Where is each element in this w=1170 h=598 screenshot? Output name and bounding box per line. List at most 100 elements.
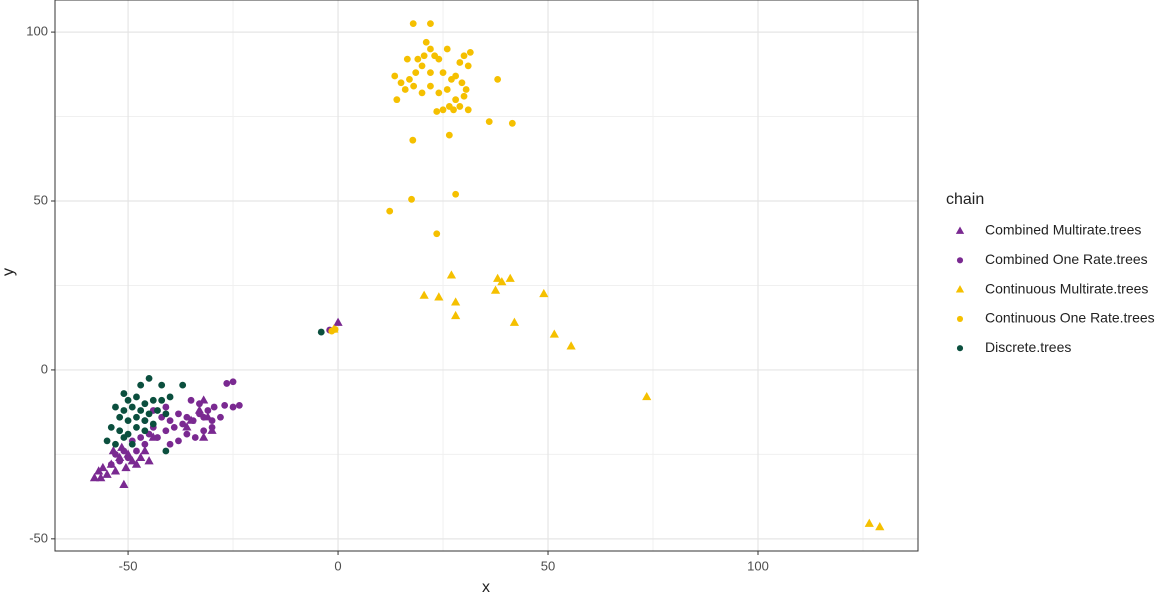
point	[141, 427, 149, 435]
point	[154, 434, 161, 441]
point	[420, 52, 428, 60]
point	[493, 273, 503, 282]
point	[141, 417, 149, 424]
x-tick-label: -50	[119, 558, 138, 573]
point	[418, 62, 426, 70]
point	[456, 59, 464, 66]
x-tick-label: 50	[541, 558, 555, 573]
point	[433, 230, 441, 238]
point	[419, 290, 429, 299]
plot-border	[54, 0, 919, 552]
point	[221, 401, 229, 409]
legend-label: Combined Multirate.trees	[985, 222, 1141, 238]
legend-marker	[956, 257, 964, 264]
point	[128, 440, 136, 448]
point	[439, 69, 447, 77]
point	[875, 522, 885, 531]
x-tick-label: 100	[747, 558, 769, 573]
point	[456, 103, 464, 110]
point	[566, 341, 576, 350]
legend-title: chain	[946, 191, 984, 208]
point	[464, 62, 472, 70]
x-axis-title: x	[482, 579, 490, 596]
point	[116, 413, 124, 421]
point	[162, 447, 170, 455]
point	[462, 86, 470, 93]
point	[435, 55, 443, 63]
point	[183, 413, 191, 421]
point	[497, 277, 507, 286]
point	[409, 136, 417, 144]
point	[141, 400, 149, 408]
point	[110, 466, 121, 475]
point	[229, 378, 237, 386]
point	[158, 381, 166, 389]
point	[133, 447, 140, 455]
point	[136, 452, 146, 461]
point	[124, 417, 132, 424]
point	[427, 45, 434, 53]
point	[166, 440, 174, 448]
point	[401, 86, 409, 93]
point	[397, 79, 405, 87]
point	[439, 106, 447, 114]
point	[485, 118, 493, 126]
point	[183, 430, 191, 438]
legend-label: Continuous Multirate.trees	[985, 280, 1148, 296]
point	[162, 403, 170, 411]
point	[149, 396, 157, 404]
y-axis-title: y	[0, 268, 17, 276]
point	[166, 393, 174, 401]
legend-marker	[956, 315, 964, 322]
x-tick-label: 0	[334, 558, 341, 573]
point	[120, 390, 128, 397]
point	[490, 285, 501, 294]
point	[158, 396, 166, 404]
point	[393, 96, 401, 104]
point	[408, 195, 415, 203]
point	[116, 427, 124, 435]
point	[124, 454, 132, 462]
point	[403, 55, 411, 63]
point	[120, 407, 128, 414]
point	[112, 440, 119, 448]
point	[187, 396, 195, 404]
point	[494, 75, 502, 83]
point	[418, 89, 426, 97]
point	[127, 456, 137, 465]
point	[458, 79, 466, 87]
point	[189, 417, 197, 424]
point	[179, 381, 187, 389]
point	[107, 461, 115, 468]
point	[452, 96, 460, 104]
point	[103, 437, 111, 445]
point	[133, 413, 140, 421]
point	[642, 391, 652, 401]
point	[112, 450, 119, 458]
legend-marker	[955, 226, 965, 234]
point	[406, 75, 413, 83]
point	[452, 72, 460, 80]
point	[331, 325, 339, 333]
point	[175, 437, 182, 445]
point	[154, 407, 161, 414]
point	[451, 310, 461, 320]
point	[445, 131, 453, 139]
point	[137, 434, 145, 441]
legend-marker	[955, 285, 965, 293]
point	[460, 92, 468, 100]
point	[386, 207, 394, 215]
point	[464, 106, 472, 114]
legend-label: Combined One Rate.trees	[985, 251, 1148, 267]
point	[96, 473, 106, 482]
y-tick-label: 100	[26, 24, 48, 39]
point	[162, 427, 170, 435]
point	[121, 462, 131, 472]
point	[137, 381, 145, 389]
point	[451, 297, 461, 306]
point	[131, 459, 142, 468]
point	[196, 410, 203, 418]
point	[140, 446, 150, 455]
legend-label: Continuous One Rate.trees	[985, 310, 1155, 326]
